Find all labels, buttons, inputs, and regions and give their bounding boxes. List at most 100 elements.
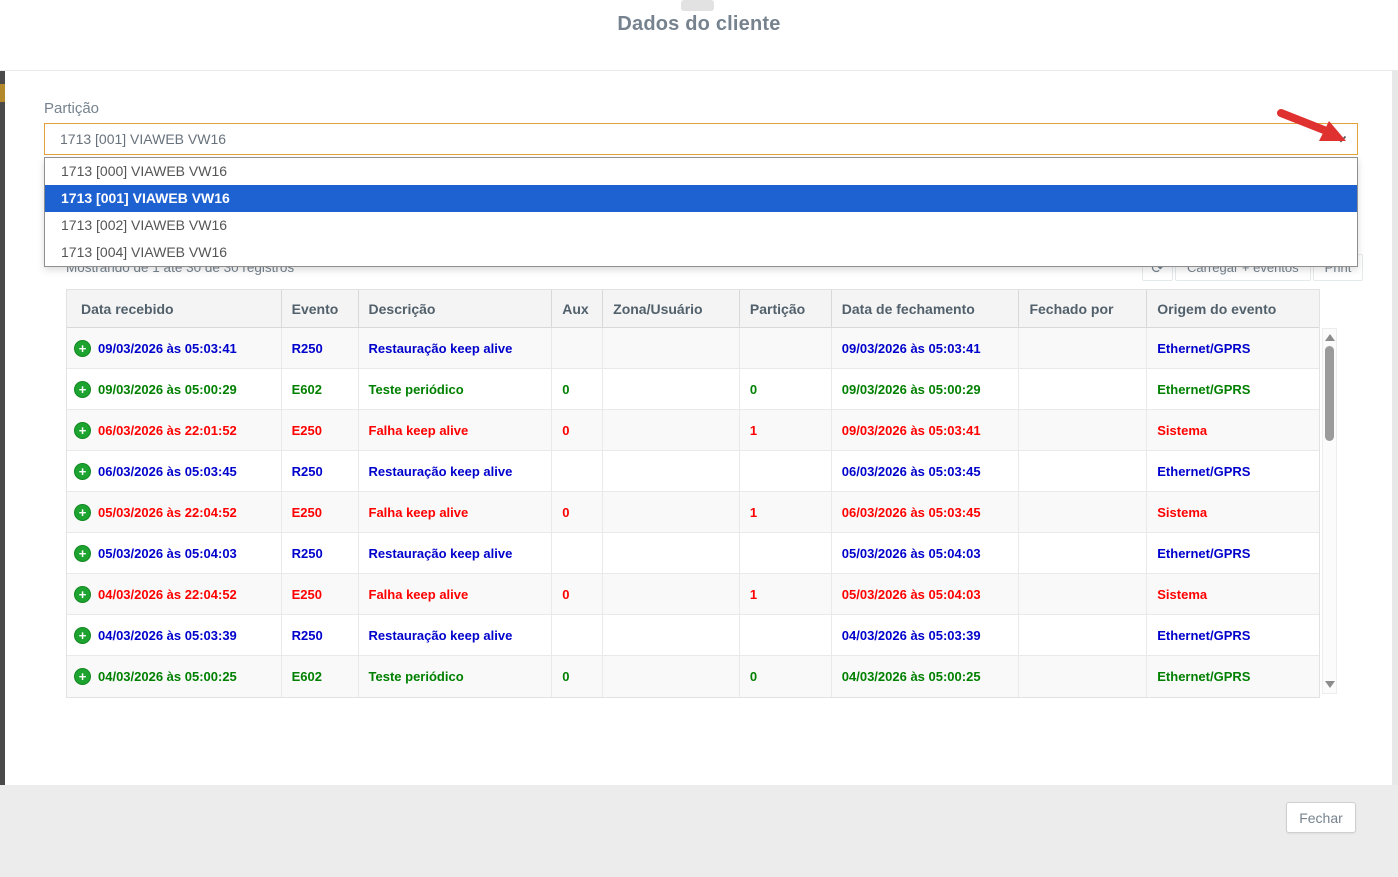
cell-evento: E602 — [281, 656, 358, 697]
cell-particao — [739, 615, 831, 655]
partition-selected-value: 1713 [001] VIAWEB VW16 — [60, 131, 226, 147]
cell-descricao: Restauração keep alive — [358, 615, 552, 655]
cell-aux — [551, 615, 602, 655]
cell-descricao: Falha keep alive — [358, 410, 552, 450]
cell-aux — [551, 451, 602, 491]
cell-origem: Ethernet/GPRS — [1146, 533, 1319, 573]
cell-data-fechamento: 05/03/2026 às 05:04:03 — [831, 574, 1019, 614]
expand-row-plus-icon[interactable]: + — [74, 340, 91, 357]
cell-data-recebido: +05/03/2026 às 22:04:52 — [67, 492, 281, 532]
cell-data-recebido: +04/03/2026 às 05:03:39 — [67, 615, 281, 655]
table-scrollbar[interactable] — [1322, 328, 1337, 694]
cell-data-recebido: +09/03/2026 às 05:00:29 — [67, 369, 281, 409]
dropdown-option[interactable]: 1713 [000] VIAWEB VW16 — [45, 158, 1357, 185]
cell-text: 04/03/2026 às 05:03:39 — [98, 628, 237, 643]
scrollbar-up-arrow-icon[interactable] — [1325, 334, 1335, 341]
cell-zona-usuario — [602, 410, 739, 450]
dropdown-option[interactable]: 1713 [002] VIAWEB VW16 — [45, 212, 1357, 239]
expand-row-plus-icon[interactable]: + — [74, 586, 91, 603]
cell-descricao: Teste periódico — [358, 656, 552, 697]
cell-fechado-por — [1018, 328, 1146, 368]
cell-evento: E250 — [281, 574, 358, 614]
cell-evento: E250 — [281, 410, 358, 450]
cell-descricao: Restauração keep alive — [358, 328, 552, 368]
cell-origem: Ethernet/GPRS — [1146, 615, 1319, 655]
partition-select[interactable]: 1713 [001] VIAWEB VW16 — [44, 123, 1358, 155]
cell-zona-usuario — [602, 369, 739, 409]
cell-fechado-por — [1018, 615, 1146, 655]
cell-data-recebido: +06/03/2026 às 05:03:45 — [67, 451, 281, 491]
backdrop-right-edge — [1392, 71, 1398, 785]
cell-data-recebido: +04/03/2026 às 22:04:52 — [67, 574, 281, 614]
cell-descricao: Falha keep alive — [358, 574, 552, 614]
cell-data-fechamento: 04/03/2026 às 05:00:25 — [831, 656, 1019, 697]
col-header-descricao: Descrição — [358, 290, 552, 327]
events-table: Data recebido Evento Descrição Aux Zona/… — [66, 289, 1320, 698]
col-header-zona-usuario: Zona/Usuário — [602, 290, 739, 327]
partition-label: Partição — [44, 100, 99, 117]
scrollbar-thumb[interactable] — [1325, 346, 1334, 441]
expand-row-plus-icon[interactable]: + — [74, 545, 91, 562]
expand-row-plus-icon[interactable]: + — [74, 463, 91, 480]
cell-text: 04/03/2026 às 22:04:52 — [98, 587, 237, 602]
cell-text: 09/03/2026 às 05:00:29 — [98, 382, 237, 397]
cell-origem: Sistema — [1146, 410, 1319, 450]
expand-row-plus-icon[interactable]: + — [74, 381, 91, 398]
col-header-data-fechamento: Data de fechamento — [831, 290, 1019, 327]
dropdown-option[interactable]: 1713 [001] VIAWEB VW16 — [45, 185, 1357, 212]
cell-data-recebido: +06/03/2026 às 22:01:52 — [67, 410, 281, 450]
cell-particao: 1 — [739, 492, 831, 532]
modal-drag-handle — [681, 0, 714, 11]
cell-aux — [551, 533, 602, 573]
cell-text: 06/03/2026 às 05:03:45 — [98, 464, 237, 479]
partition-dropdown-list: 1713 [000] VIAWEB VW16 1713 [001] VIAWEB… — [44, 157, 1358, 267]
cell-particao: 0 — [739, 369, 831, 409]
cell-zona-usuario — [602, 328, 739, 368]
table-row: +04/03/2026 às 22:04:52E250Falha keep al… — [67, 574, 1319, 615]
cell-descricao: Teste periódico — [358, 369, 552, 409]
expand-row-plus-icon[interactable]: + — [74, 422, 91, 439]
cell-evento: E250 — [281, 492, 358, 532]
cell-text: 04/03/2026 às 05:00:25 — [98, 669, 237, 684]
cell-data-fechamento: 09/03/2026 às 05:00:29 — [831, 369, 1019, 409]
scrollbar-down-arrow-icon[interactable] — [1325, 681, 1335, 688]
cell-particao — [739, 533, 831, 573]
cell-aux: 0 — [551, 369, 602, 409]
cell-zona-usuario — [602, 451, 739, 491]
cell-fechado-por — [1018, 574, 1146, 614]
chevron-down-icon — [1335, 135, 1347, 143]
cell-zona-usuario — [602, 615, 739, 655]
cell-evento: R250 — [281, 451, 358, 491]
cell-particao: 0 — [739, 656, 831, 697]
backdrop-left-accent — [0, 84, 5, 102]
table-row: +06/03/2026 às 22:01:52E250Falha keep al… — [67, 410, 1319, 451]
cell-data-fechamento: 06/03/2026 às 05:03:45 — [831, 451, 1019, 491]
dropdown-option[interactable]: 1713 [004] VIAWEB VW16 — [45, 239, 1357, 266]
cell-aux: 0 — [551, 656, 602, 697]
cell-text: 09/03/2026 às 05:03:41 — [98, 341, 237, 356]
col-header-fechado-por: Fechado por — [1018, 290, 1146, 327]
cell-data-fechamento: 06/03/2026 às 05:03:45 — [831, 492, 1019, 532]
expand-row-plus-icon[interactable]: + — [74, 627, 91, 644]
close-button[interactable]: Fechar — [1286, 802, 1356, 833]
cell-evento: R250 — [281, 328, 358, 368]
cell-origem: Ethernet/GPRS — [1146, 656, 1319, 697]
col-header-aux: Aux — [551, 290, 602, 327]
cell-text: 05/03/2026 às 22:04:52 — [98, 505, 237, 520]
cell-data-recebido: +04/03/2026 às 05:00:25 — [67, 656, 281, 697]
cell-descricao: Restauração keep alive — [358, 451, 552, 491]
expand-row-plus-icon[interactable]: + — [74, 668, 91, 685]
col-header-data-recebido: Data recebido — [67, 290, 281, 327]
cell-origem: Sistema — [1146, 574, 1319, 614]
cell-descricao: Restauração keep alive — [358, 533, 552, 573]
cell-origem: Ethernet/GPRS — [1146, 328, 1319, 368]
table-body: +09/03/2026 às 05:03:41R250Restauração k… — [67, 328, 1319, 697]
cell-fechado-por — [1018, 410, 1146, 450]
cell-evento: R250 — [281, 533, 358, 573]
cell-descricao: Falha keep alive — [358, 492, 552, 532]
expand-row-plus-icon[interactable]: + — [74, 504, 91, 521]
col-header-origem-do-evento: Origem do evento — [1146, 290, 1319, 327]
client-data-modal: Dados do cliente Partição 1713 [001] VIA… — [0, 0, 1398, 877]
cell-origem: Ethernet/GPRS — [1146, 451, 1319, 491]
cell-data-recebido: +09/03/2026 às 05:03:41 — [67, 328, 281, 368]
